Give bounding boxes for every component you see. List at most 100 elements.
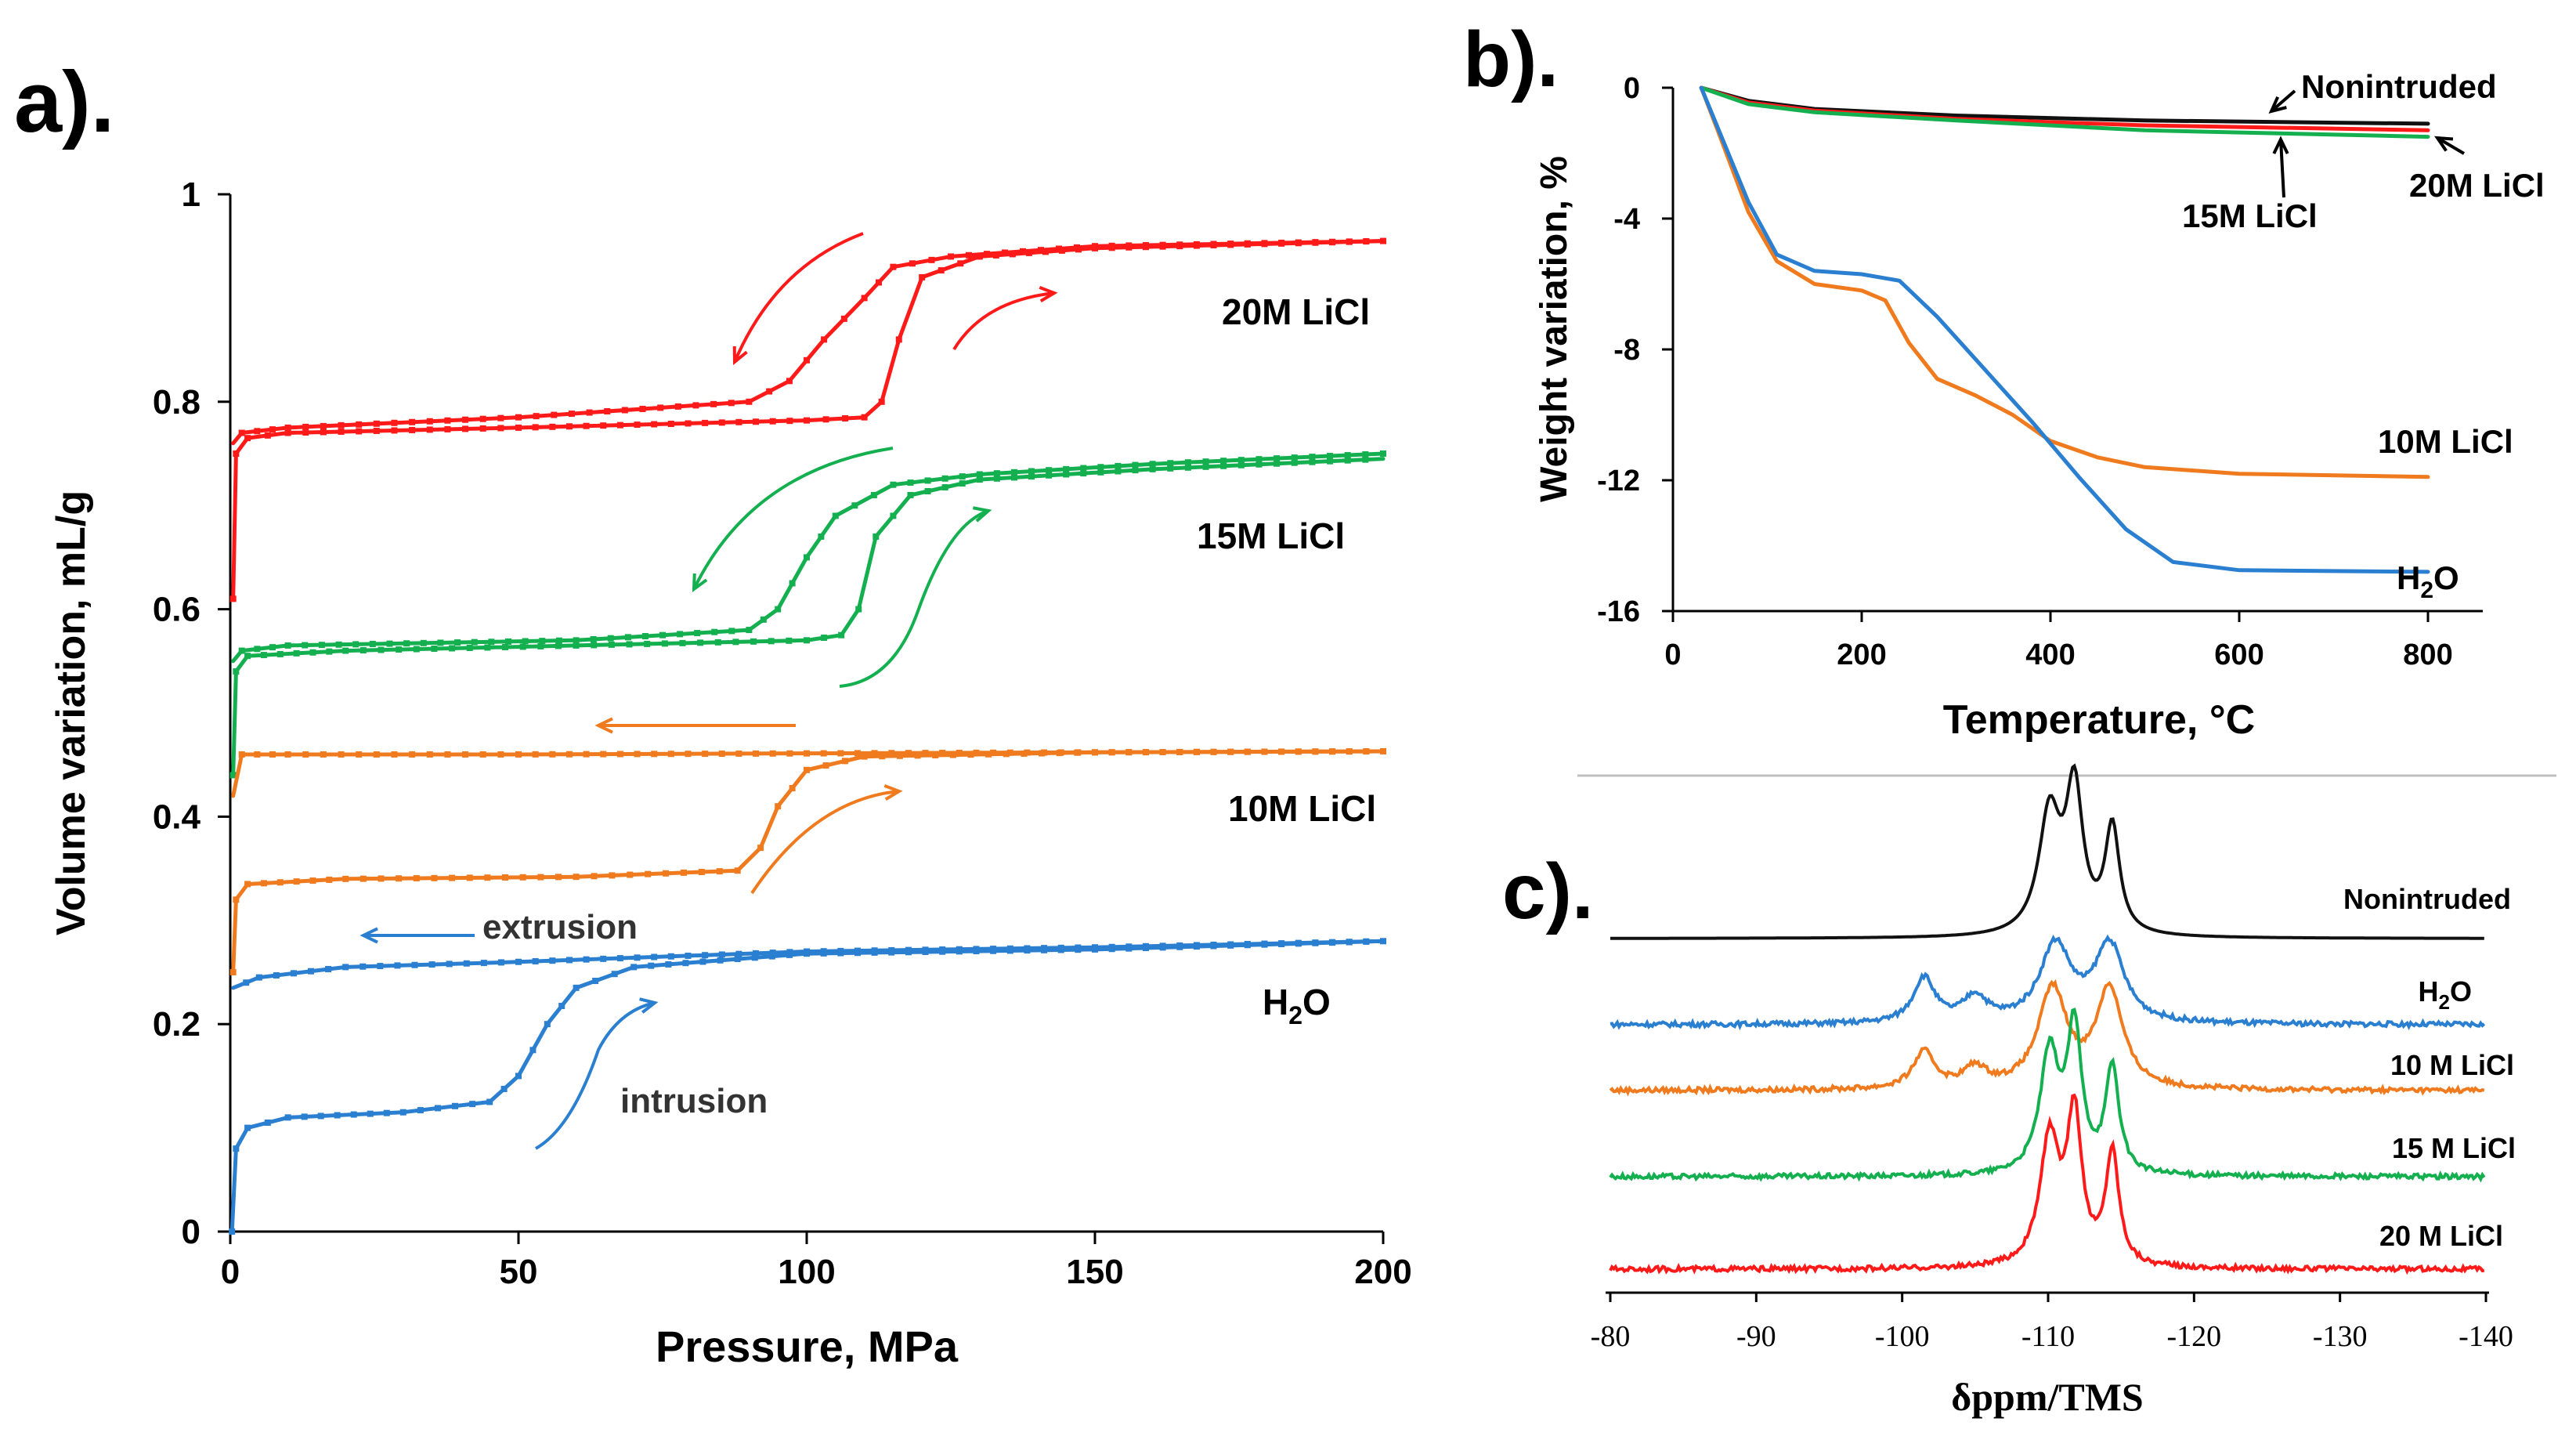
data-point [500, 1085, 508, 1092]
data-point [890, 481, 897, 488]
data-point [914, 752, 921, 759]
data-point [919, 273, 926, 280]
data-point [317, 1112, 324, 1120]
data-point [244, 1124, 251, 1131]
data-point [1092, 944, 1098, 951]
panel-b-x-tick-label: 600 [2214, 639, 2263, 671]
data-point [639, 405, 646, 412]
data-point [948, 253, 954, 260]
data-point [804, 554, 810, 561]
data-point [238, 751, 245, 758]
panel-c-spectrum-4 [1609, 1093, 2484, 1275]
data-point [519, 643, 526, 650]
data-point [753, 950, 760, 957]
data-point [861, 295, 868, 302]
arrow-h2o-extrusion-head [359, 927, 378, 944]
data-point [1278, 748, 1285, 755]
pointer-nonintruded [2270, 89, 2296, 113]
pointer-15m-head [2272, 136, 2289, 154]
data-point [592, 978, 599, 985]
data-point [1010, 468, 1017, 476]
data-point [454, 639, 461, 646]
data-point [586, 409, 593, 416]
data-point [804, 766, 810, 773]
panel-a-legend-15m: 15M LiCl [1197, 516, 1345, 556]
data-point [428, 961, 435, 968]
data-point [244, 435, 251, 442]
data-point [922, 750, 929, 757]
data-point [837, 750, 844, 757]
data-point [229, 969, 237, 975]
data-point [1312, 748, 1319, 755]
data-point [573, 642, 580, 649]
data-point [956, 749, 963, 756]
arrow-h2o-intrusion [535, 1001, 656, 1150]
data-point [1237, 461, 1245, 468]
data-point [539, 638, 546, 645]
data-point [694, 630, 701, 637]
data-point [1274, 455, 1281, 462]
data-point [728, 628, 735, 635]
data-point [529, 1047, 537, 1054]
panel-c-x-tick-label: -110 [2021, 1320, 2075, 1353]
data-point [254, 428, 261, 435]
data-point [879, 753, 886, 760]
data-point [804, 356, 810, 364]
arrow-10m-intrusion [750, 790, 900, 895]
data-point [537, 642, 544, 649]
data-point [1092, 243, 1098, 250]
data-point [775, 803, 782, 810]
data-point [1291, 454, 1298, 461]
data-point [732, 639, 739, 646]
data-point [486, 1098, 493, 1105]
data-point [1278, 940, 1285, 947]
data-point [837, 947, 844, 954]
data-point [411, 961, 418, 968]
data-point [750, 638, 757, 645]
data-point [1380, 747, 1386, 754]
data-point [394, 962, 401, 969]
data-point [699, 958, 706, 965]
arrow-15m-extrusion [692, 447, 894, 590]
data-point [462, 416, 469, 423]
panel-a-legend-10m: 10M LiCl [1228, 788, 1376, 829]
data-point [842, 414, 849, 421]
data-point [243, 979, 250, 986]
data-point [966, 251, 972, 259]
data-point [1312, 239, 1319, 246]
data-point [600, 751, 607, 758]
data-point [1142, 749, 1149, 756]
panel-a-y-tick-label: 0.8 [153, 383, 201, 421]
data-point [233, 896, 240, 903]
data-point [1097, 468, 1104, 476]
data-point [822, 762, 829, 769]
data-point [924, 477, 931, 484]
data-point [1006, 945, 1013, 952]
data-point [959, 480, 966, 487]
panel-b-y-tick-label: -12 [1597, 465, 1640, 497]
panel-a-y-tick-label: 0.2 [153, 1005, 201, 1044]
panel-b-series-4 [1699, 85, 2430, 574]
data-point [661, 640, 668, 647]
data-point [583, 956, 590, 963]
data-point [462, 751, 469, 758]
data-point [1193, 241, 1200, 248]
data-point [1327, 453, 1334, 460]
data-point [1002, 249, 1008, 256]
data-point [238, 647, 245, 654]
data-point [735, 750, 742, 757]
data-point [1080, 465, 1087, 472]
data-point [367, 1110, 374, 1117]
data-point [399, 1109, 406, 1116]
data-point [967, 751, 974, 758]
panel-c-legend-nonintruded: Nonintruded [2343, 883, 2511, 915]
data-point [320, 422, 327, 429]
data-point [484, 644, 491, 651]
data-point [449, 874, 456, 881]
data-point [711, 628, 718, 635]
data-point [302, 751, 309, 758]
data-point [1312, 939, 1319, 946]
data-point [895, 336, 902, 343]
data-point [469, 1101, 476, 1108]
data-point [325, 966, 332, 973]
